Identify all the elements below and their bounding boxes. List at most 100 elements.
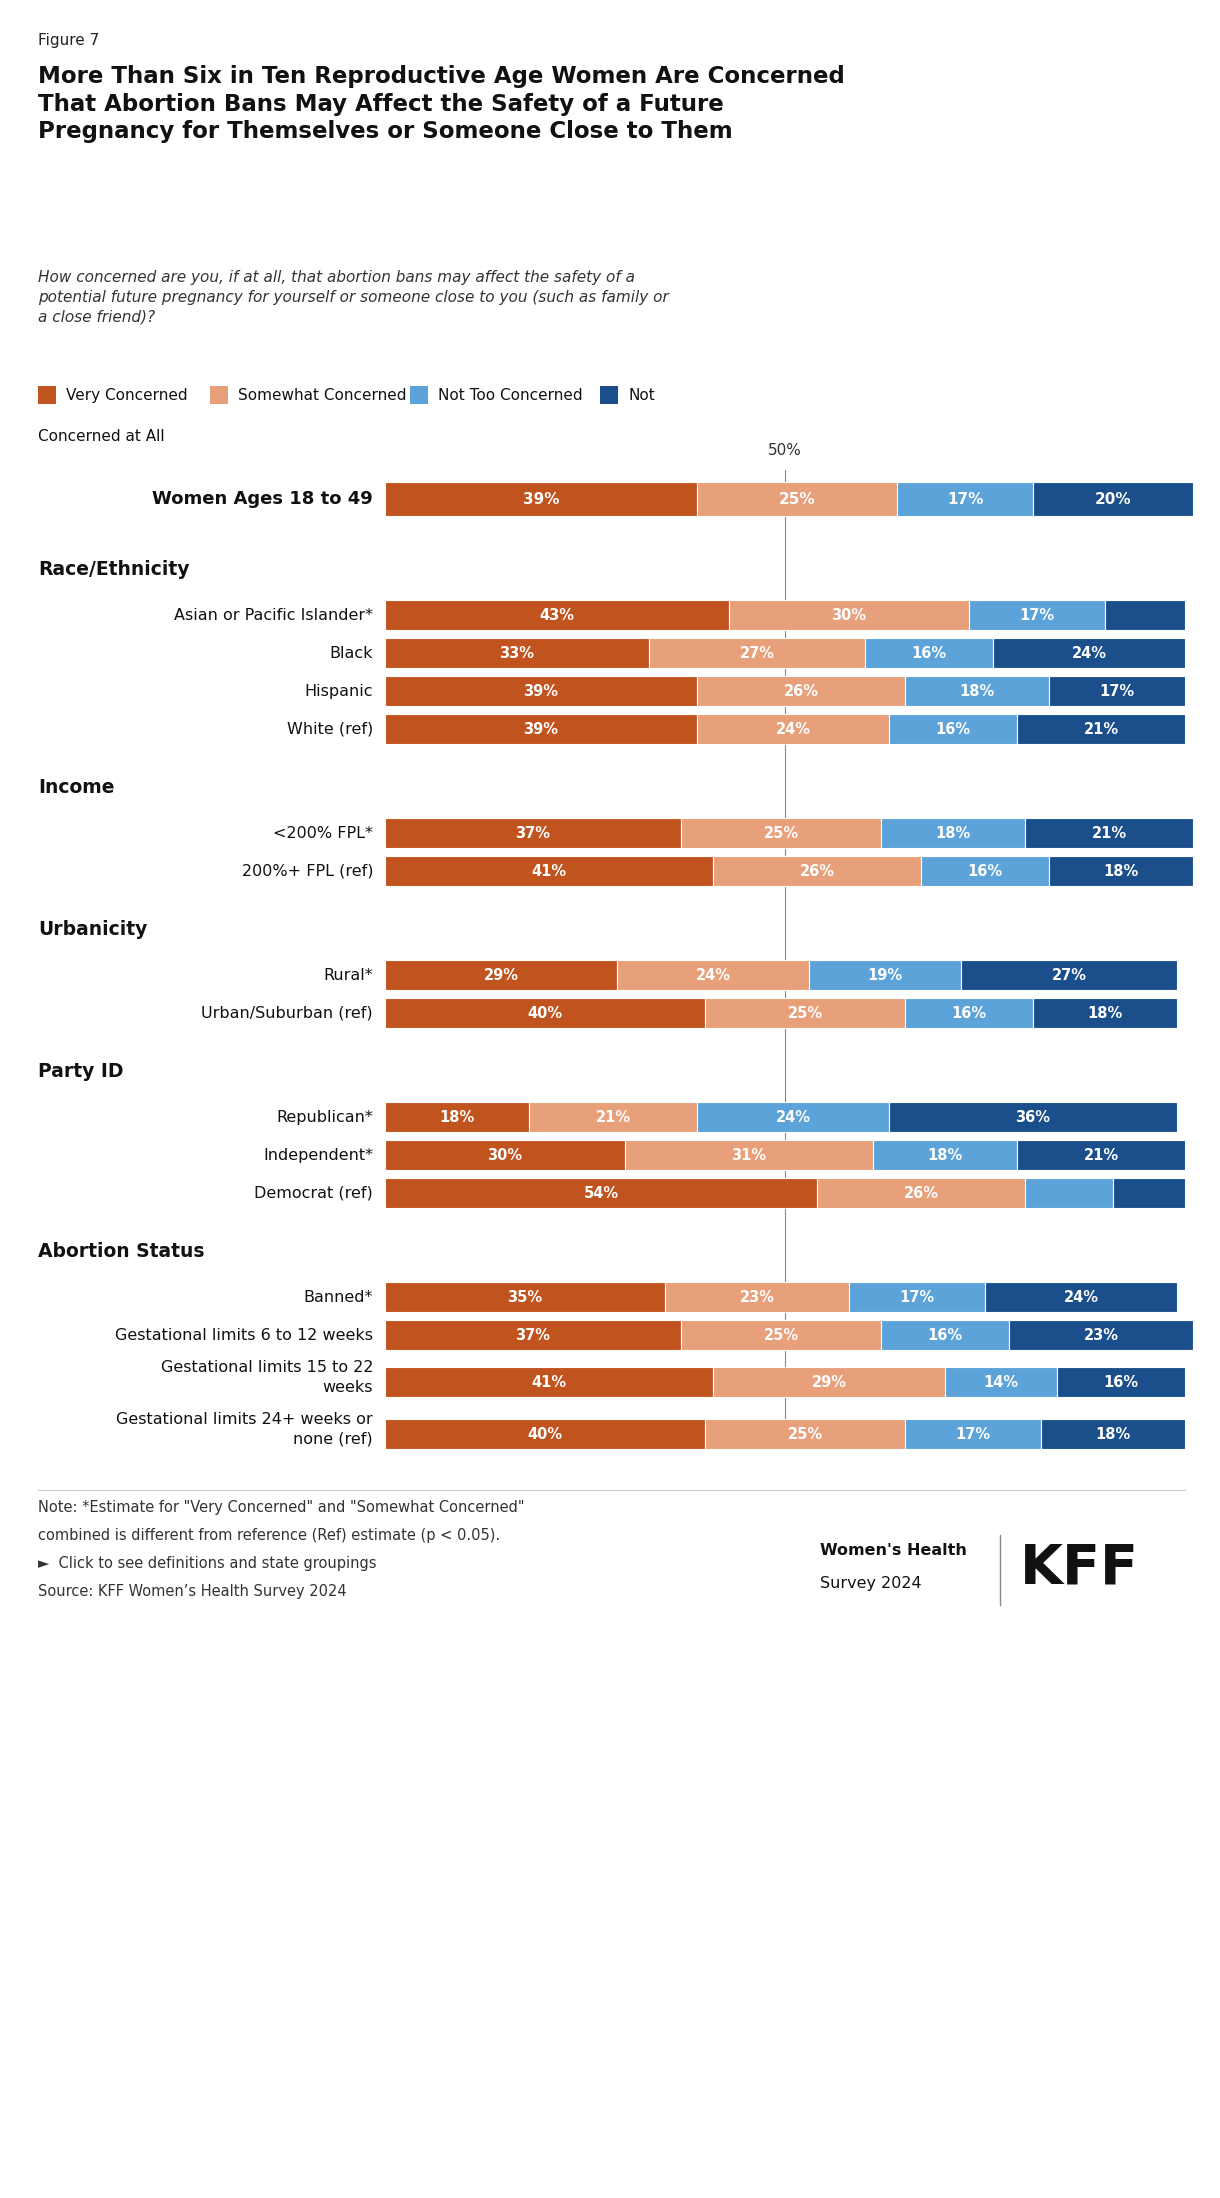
Text: 33%: 33% bbox=[499, 646, 534, 662]
Text: 36%: 36% bbox=[1015, 1110, 1050, 1125]
Text: 26%: 26% bbox=[799, 864, 834, 879]
FancyBboxPatch shape bbox=[210, 387, 228, 404]
Text: 16%: 16% bbox=[936, 721, 971, 736]
FancyBboxPatch shape bbox=[386, 481, 697, 517]
Text: 31%: 31% bbox=[732, 1147, 766, 1163]
FancyBboxPatch shape bbox=[681, 818, 881, 848]
FancyBboxPatch shape bbox=[1049, 677, 1185, 706]
FancyBboxPatch shape bbox=[697, 1101, 889, 1132]
Text: 40%: 40% bbox=[527, 1427, 562, 1442]
Text: 35%: 35% bbox=[508, 1290, 543, 1303]
FancyBboxPatch shape bbox=[889, 1101, 1177, 1132]
FancyBboxPatch shape bbox=[881, 1321, 1009, 1350]
FancyBboxPatch shape bbox=[969, 600, 1105, 631]
Text: 200%+ FPL (ref): 200%+ FPL (ref) bbox=[242, 864, 373, 879]
Text: 43%: 43% bbox=[539, 607, 575, 622]
Text: 21%: 21% bbox=[1092, 826, 1126, 840]
Text: 26%: 26% bbox=[783, 684, 819, 699]
Text: 25%: 25% bbox=[778, 492, 815, 506]
Text: 37%: 37% bbox=[516, 1328, 550, 1343]
FancyBboxPatch shape bbox=[889, 714, 1017, 743]
FancyBboxPatch shape bbox=[1049, 855, 1193, 886]
Text: 41%: 41% bbox=[532, 864, 566, 879]
FancyBboxPatch shape bbox=[817, 1178, 1025, 1209]
Text: Income: Income bbox=[38, 778, 115, 798]
FancyBboxPatch shape bbox=[410, 387, 428, 404]
FancyBboxPatch shape bbox=[985, 1281, 1177, 1312]
FancyBboxPatch shape bbox=[617, 961, 809, 989]
Text: Gestational limits 15 to 22
weeks: Gestational limits 15 to 22 weeks bbox=[161, 1361, 373, 1396]
Text: 17%: 17% bbox=[947, 492, 983, 506]
FancyBboxPatch shape bbox=[386, 677, 697, 706]
FancyBboxPatch shape bbox=[649, 637, 865, 668]
FancyBboxPatch shape bbox=[386, 1178, 817, 1209]
Text: 17%: 17% bbox=[955, 1427, 991, 1442]
Text: 18%: 18% bbox=[1087, 1004, 1122, 1020]
Text: 17%: 17% bbox=[1020, 607, 1054, 622]
Text: 16%: 16% bbox=[1103, 1374, 1138, 1389]
Text: 24%: 24% bbox=[776, 721, 810, 736]
FancyBboxPatch shape bbox=[386, 637, 649, 668]
FancyBboxPatch shape bbox=[881, 818, 1025, 848]
Text: More Than Six in Ten Reproductive Age Women Are Concerned
That Abortion Bans May: More Than Six in Ten Reproductive Age Wo… bbox=[38, 66, 844, 143]
Text: 16%: 16% bbox=[967, 864, 1003, 879]
FancyBboxPatch shape bbox=[1105, 600, 1185, 631]
FancyBboxPatch shape bbox=[730, 600, 969, 631]
Text: Source: KFF Women’s Health Survey 2024: Source: KFF Women’s Health Survey 2024 bbox=[38, 1585, 346, 1598]
Text: 16%: 16% bbox=[911, 646, 947, 662]
Text: 23%: 23% bbox=[739, 1290, 775, 1303]
Text: 37%: 37% bbox=[516, 826, 550, 840]
Text: 41%: 41% bbox=[532, 1374, 566, 1389]
FancyBboxPatch shape bbox=[921, 855, 1049, 886]
Text: 39%: 39% bbox=[523, 721, 559, 736]
Text: 30%: 30% bbox=[488, 1147, 522, 1163]
Text: Gestational limits 6 to 12 weeks: Gestational limits 6 to 12 weeks bbox=[115, 1328, 373, 1343]
Text: 24%: 24% bbox=[1071, 646, 1107, 662]
FancyBboxPatch shape bbox=[697, 677, 905, 706]
Text: 20%: 20% bbox=[1094, 492, 1131, 506]
FancyBboxPatch shape bbox=[993, 637, 1185, 668]
Text: 18%: 18% bbox=[1096, 1427, 1131, 1442]
Text: 25%: 25% bbox=[787, 1427, 822, 1442]
Text: Note: *Estimate for "Very Concerned" and "Somewhat Concerned": Note: *Estimate for "Very Concerned" and… bbox=[38, 1499, 525, 1514]
FancyBboxPatch shape bbox=[386, 714, 697, 743]
Text: Hispanic: Hispanic bbox=[305, 684, 373, 699]
Text: Women Ages 18 to 49: Women Ages 18 to 49 bbox=[152, 490, 373, 508]
FancyBboxPatch shape bbox=[712, 855, 921, 886]
FancyBboxPatch shape bbox=[1041, 1420, 1185, 1448]
Text: 18%: 18% bbox=[927, 1147, 963, 1163]
FancyBboxPatch shape bbox=[386, 855, 712, 886]
Text: Very Concerned: Very Concerned bbox=[66, 387, 188, 402]
Text: 54%: 54% bbox=[583, 1185, 619, 1200]
Text: Concerned at All: Concerned at All bbox=[38, 429, 165, 444]
Text: 18%: 18% bbox=[439, 1110, 475, 1125]
FancyBboxPatch shape bbox=[874, 1141, 1017, 1169]
Text: Rural*: Rural* bbox=[323, 967, 373, 983]
FancyBboxPatch shape bbox=[386, 600, 730, 631]
Text: 24%: 24% bbox=[776, 1110, 810, 1125]
Text: 30%: 30% bbox=[832, 607, 866, 622]
Text: Not Too Concerned: Not Too Concerned bbox=[438, 387, 583, 402]
Text: Urbanicity: Urbanicity bbox=[38, 921, 148, 939]
FancyBboxPatch shape bbox=[705, 1420, 905, 1448]
FancyBboxPatch shape bbox=[386, 1420, 705, 1448]
FancyBboxPatch shape bbox=[1033, 998, 1177, 1029]
FancyBboxPatch shape bbox=[897, 481, 1033, 517]
Text: 17%: 17% bbox=[1099, 684, 1135, 699]
Text: Somewhat Concerned: Somewhat Concerned bbox=[238, 387, 406, 402]
Text: Gestational limits 24+ weeks or
none (ref): Gestational limits 24+ weeks or none (re… bbox=[116, 1411, 373, 1446]
Text: Abortion Status: Abortion Status bbox=[38, 1242, 205, 1262]
FancyBboxPatch shape bbox=[665, 1281, 849, 1312]
FancyBboxPatch shape bbox=[625, 1141, 874, 1169]
Text: 18%: 18% bbox=[1103, 864, 1138, 879]
FancyBboxPatch shape bbox=[1113, 1178, 1185, 1209]
Text: How concerned are you, if at all, that abortion bans may affect the safety of a
: How concerned are you, if at all, that a… bbox=[38, 270, 669, 325]
Text: Not: Not bbox=[628, 387, 655, 402]
FancyBboxPatch shape bbox=[529, 1101, 697, 1132]
Text: 21%: 21% bbox=[595, 1110, 631, 1125]
Text: 25%: 25% bbox=[787, 1004, 822, 1020]
Text: Banned*: Banned* bbox=[304, 1290, 373, 1303]
FancyBboxPatch shape bbox=[386, 1321, 681, 1350]
Text: Independent*: Independent* bbox=[264, 1147, 373, 1163]
FancyBboxPatch shape bbox=[697, 714, 889, 743]
